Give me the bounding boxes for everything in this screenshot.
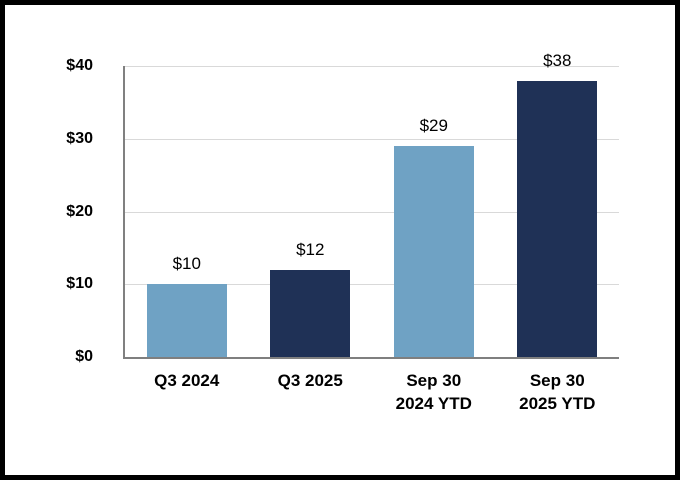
x-tick-label: Q3 2024 xyxy=(154,371,220,390)
bar-q3-2024 xyxy=(146,284,227,357)
bar-q3-2025 xyxy=(270,269,351,357)
y-tick-label: $40 xyxy=(66,57,93,74)
bar-chart: $10 $12 $29 $38 $0 $10 $20 $30 $40 Q3 2024 Q3 20… xyxy=(5,5,675,475)
y-tick-label: $30 xyxy=(66,129,93,147)
bar-sep-30-2024-ytd xyxy=(393,146,474,357)
bar-sep-30-2025-ytd xyxy=(517,80,598,357)
x-tick-label: Q3 2025 xyxy=(277,371,343,390)
x-tick-label: Sep 30 2024 YTD xyxy=(395,371,472,413)
gridline-30 xyxy=(125,138,619,140)
gridline-20 xyxy=(125,211,619,213)
bar-value-label: $12 xyxy=(296,239,325,259)
y-tick-label: $0 xyxy=(75,348,93,365)
gridline-40 xyxy=(125,66,619,67)
bar-value-label: $29 xyxy=(419,116,448,136)
x-tick-label: Sep 30 2025 YTD xyxy=(519,371,596,413)
gridline-10 xyxy=(125,284,619,286)
bar-value-label: $38 xyxy=(543,50,572,70)
plot-area: $10 $12 $29 $38 xyxy=(123,51,619,359)
y-tick-label: $10 xyxy=(66,275,93,293)
y-tick-label: $20 xyxy=(66,202,93,220)
bar-value-label: $10 xyxy=(172,254,201,274)
